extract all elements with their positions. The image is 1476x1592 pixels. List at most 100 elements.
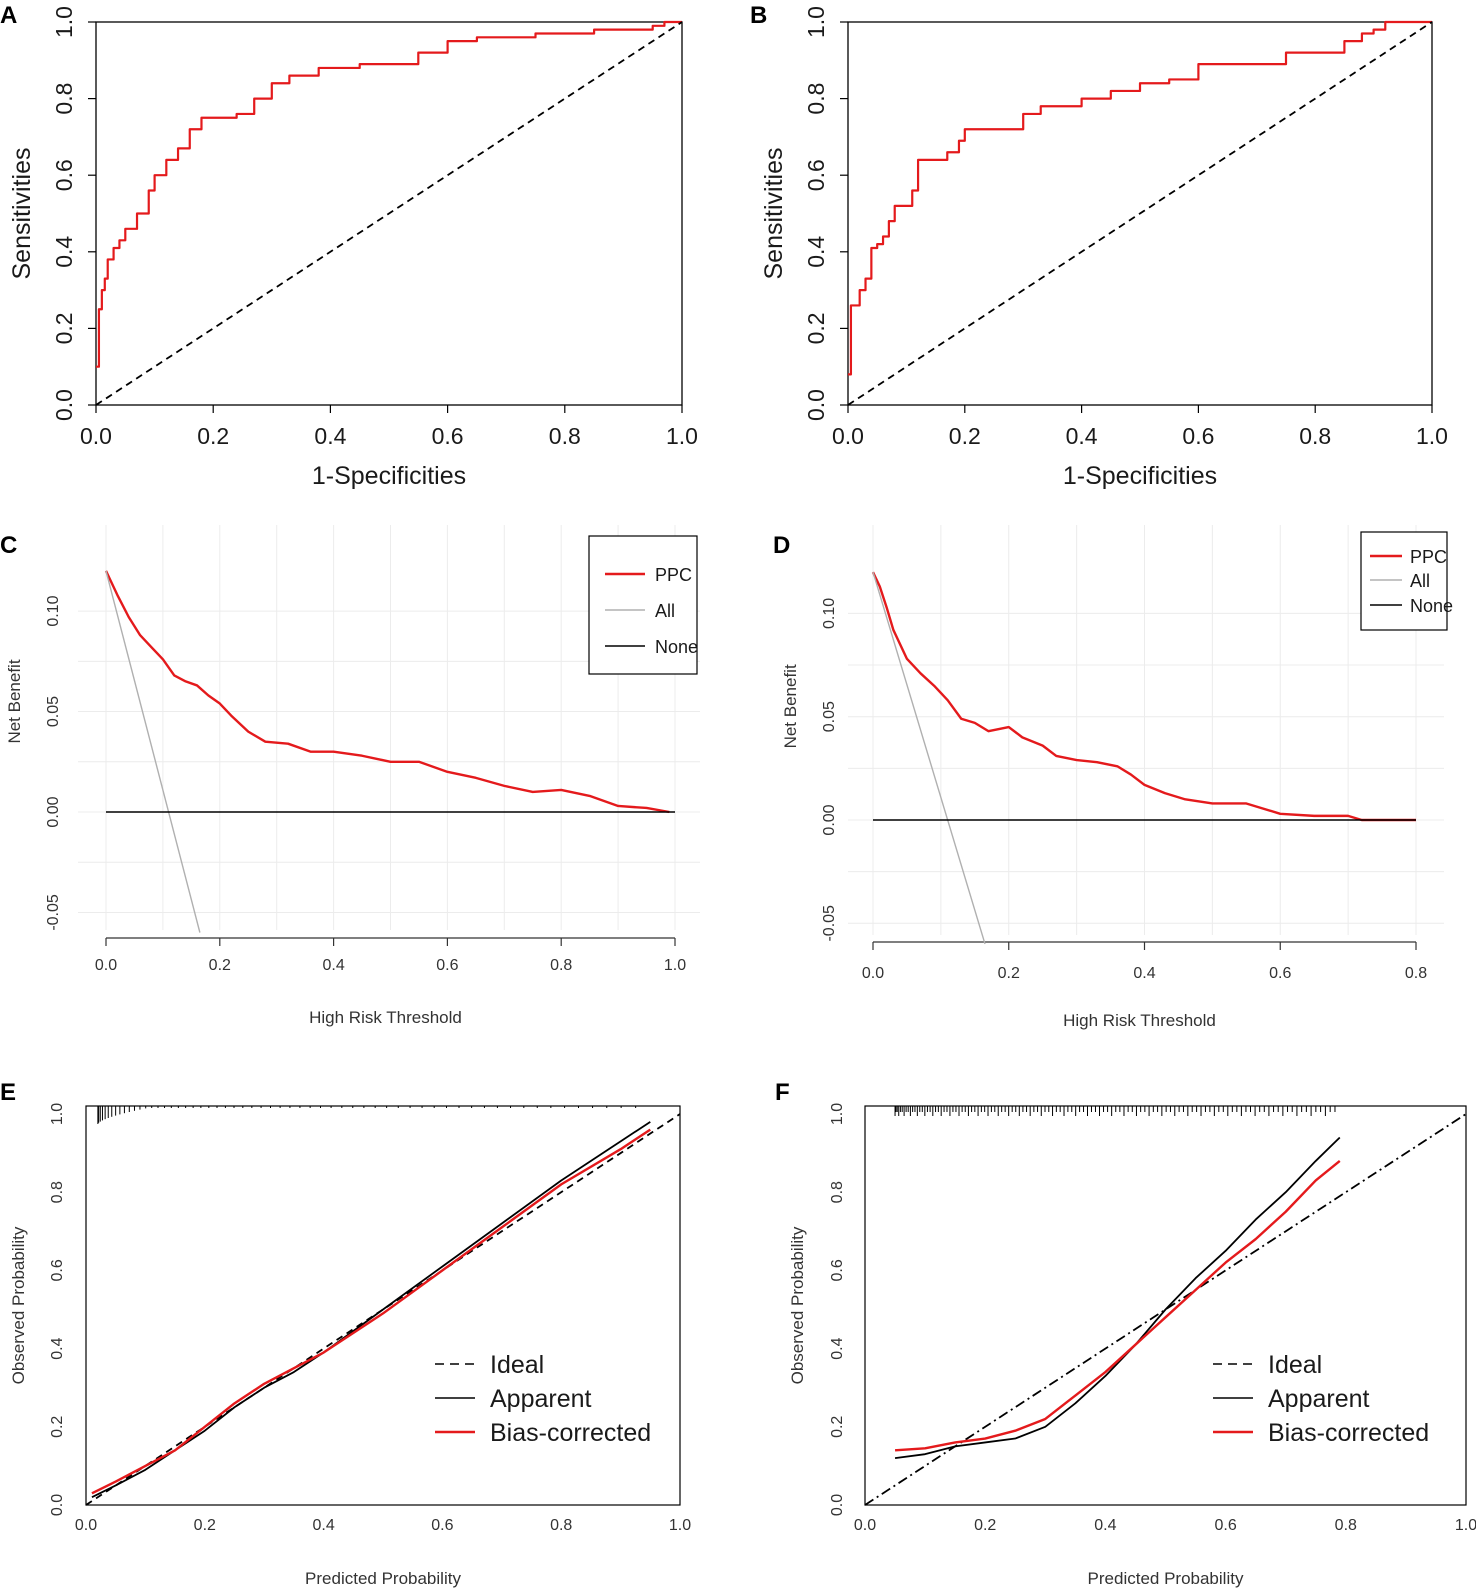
y-tick-label: 1.0: [829, 1103, 846, 1125]
y-tick-label: 0.05: [45, 696, 62, 727]
x-tick-label: 0.0: [862, 965, 884, 982]
x-tick-label: 0.6: [1269, 965, 1291, 982]
legend-label: Bias-corrected: [490, 1419, 651, 1447]
legend-label: None: [1410, 596, 1453, 616]
x-tick-label: 1.0: [666, 423, 698, 449]
x-tick-label: 0.0: [75, 1517, 97, 1534]
y-axis-title: Sensitivities: [8, 148, 36, 280]
y-tick-label: 0.0: [829, 1494, 846, 1516]
x-tick-label: 0.4: [322, 957, 344, 974]
legend-label: Bias-corrected: [1268, 1419, 1429, 1447]
x-tick-label: 0.0: [95, 957, 117, 974]
legend-box: [588, 535, 698, 675]
x-tick-label: 0.0: [854, 1517, 876, 1534]
rug-marks: [894, 1106, 1336, 1116]
y-tick-label: 0.0: [49, 1494, 66, 1516]
panel-letter: B: [750, 2, 767, 29]
y-tick-label: 0.2: [803, 312, 829, 344]
x-tick-label: 0.8: [1405, 965, 1427, 982]
y-tick-label: 0.8: [803, 83, 829, 115]
legend: PPC All None: [1360, 531, 1453, 631]
x-axis-title: 1-Specificities: [312, 462, 466, 490]
legend-label: Ideal: [490, 1351, 544, 1379]
y-tick-label: 0.00: [45, 796, 62, 827]
y-axis-title: Net Benefit: [5, 659, 24, 743]
y-axis-title: Sensitivities: [760, 148, 788, 280]
x-tick-label: 0.6: [436, 957, 458, 974]
panel-letter: A: [0, 2, 17, 29]
x-tick-label: 0.4: [314, 423, 346, 449]
y-tick-label: 0.6: [829, 1259, 846, 1281]
y-tick-label: 0.10: [821, 598, 838, 629]
x-tick-label: 0.4: [312, 1517, 334, 1534]
legend: Ideal Apparent Bias-corrected: [1213, 1351, 1429, 1447]
y-tick-label: 1.0: [803, 6, 829, 38]
x-tick-label: 0.8: [550, 957, 572, 974]
panel-d: D 0.0 0.2 0.4 0.6 0.8 -0.05 0.00 0.05 0.10 High Ri…: [773, 525, 1453, 1030]
legend-label: Apparent: [490, 1385, 592, 1413]
x-tick-label: 1.0: [1416, 423, 1448, 449]
plot-frame: [847, 21, 1433, 406]
panel-letter: E: [0, 1079, 16, 1106]
plot-frame: [864, 1105, 1467, 1506]
y-axis-title: Observed Probability: [788, 1226, 807, 1384]
series-line-all: [105, 570, 201, 933]
panel-letter: C: [0, 532, 17, 559]
series-line-all: [872, 571, 986, 945]
y-tick-label: 0.4: [803, 236, 829, 268]
legend-label: Apparent: [1268, 1385, 1370, 1413]
x-tick-label: 0.0: [832, 423, 864, 449]
legend: PPC All None: [588, 535, 698, 675]
panel-b: B 0.0 0.2 0.4 0.6 0.8 1.0 0.0 0.2 0.4 0.6 0.8 1.0 1-S…: [750, 2, 1448, 490]
y-tick-label: 0.6: [51, 159, 77, 191]
series-line-reference: [847, 21, 1433, 406]
legend-label: Ideal: [1268, 1351, 1322, 1379]
x-axis-title: Predicted Probability: [1088, 1569, 1244, 1588]
series-line-reference: [95, 21, 683, 406]
y-tick-label: 0.00: [821, 804, 838, 835]
x-tick-label: 1.0: [669, 1517, 691, 1534]
y-tick-label: 0.4: [51, 236, 77, 268]
panel-letter: F: [775, 1079, 790, 1106]
legend-label: None: [655, 637, 698, 657]
x-tick-label: 1.0: [664, 957, 686, 974]
panel-c: C 0.0 0.2 0.4 0.6 0.8 1.0 -0.05 0.00 0.05 0.10 High…: [0, 525, 700, 1027]
x-tick-label: 0.2: [949, 423, 981, 449]
x-tick-label: 0.2: [209, 957, 231, 974]
series-line-roc: [96, 20, 682, 368]
y-axis-title: Observed Probability: [9, 1226, 28, 1384]
y-tick-label: 0.6: [803, 159, 829, 191]
panel-a: A 0.0 0.2 0.4 0.6 0.8 1.0 0.0 0.2 0.4 0.6 0.8 1.0 1-S…: [0, 2, 698, 490]
x-tick-label: 0.6: [432, 423, 464, 449]
y-tick-label: 0.2: [829, 1416, 846, 1438]
legend: Ideal Apparent Bias-corrected: [435, 1351, 651, 1447]
x-axis-title: 1-Specificities: [1063, 462, 1217, 490]
x-tick-label: 1.0: [1455, 1517, 1476, 1534]
y-tick-label: 0.0: [51, 389, 77, 421]
x-tick-label: 0.2: [998, 965, 1020, 982]
x-tick-label: 0.8: [1335, 1517, 1357, 1534]
x-tick-label: 0.4: [1094, 1517, 1116, 1534]
plot-frame: [95, 21, 683, 406]
y-tick-label: 0.05: [821, 701, 838, 732]
y-tick-label: -0.05: [821, 905, 838, 942]
x-tick-label: 0.4: [1133, 965, 1155, 982]
y-tick-label: 0.8: [49, 1181, 66, 1203]
y-tick-label: 0.2: [51, 312, 77, 344]
y-tick-label: -0.05: [45, 894, 62, 931]
y-tick-label: 0.4: [829, 1337, 846, 1359]
x-tick-label: 0.2: [197, 423, 229, 449]
x-tick-label: 0.4: [1066, 423, 1098, 449]
y-tick-label: 0.8: [51, 83, 77, 115]
y-tick-label: 1.0: [51, 6, 77, 38]
x-tick-label: 0.2: [974, 1517, 996, 1534]
series-line-apparent: [894, 1136, 1341, 1459]
x-tick-label: 0.8: [1299, 423, 1331, 449]
panel-f: F 0.0 0.2 0.4 0.6 0.8 1.0 0.0 0.2 0.4 0.6 0.8 1.0 Pre…: [775, 1079, 1476, 1588]
legend-label: All: [655, 601, 675, 621]
y-axis-title: Net Benefit: [781, 664, 800, 748]
rug-marks: [97, 1106, 637, 1124]
legend-label: PPC: [1410, 547, 1447, 567]
x-tick-label: 0.8: [550, 1517, 572, 1534]
series-line-apparent: [91, 1121, 651, 1498]
